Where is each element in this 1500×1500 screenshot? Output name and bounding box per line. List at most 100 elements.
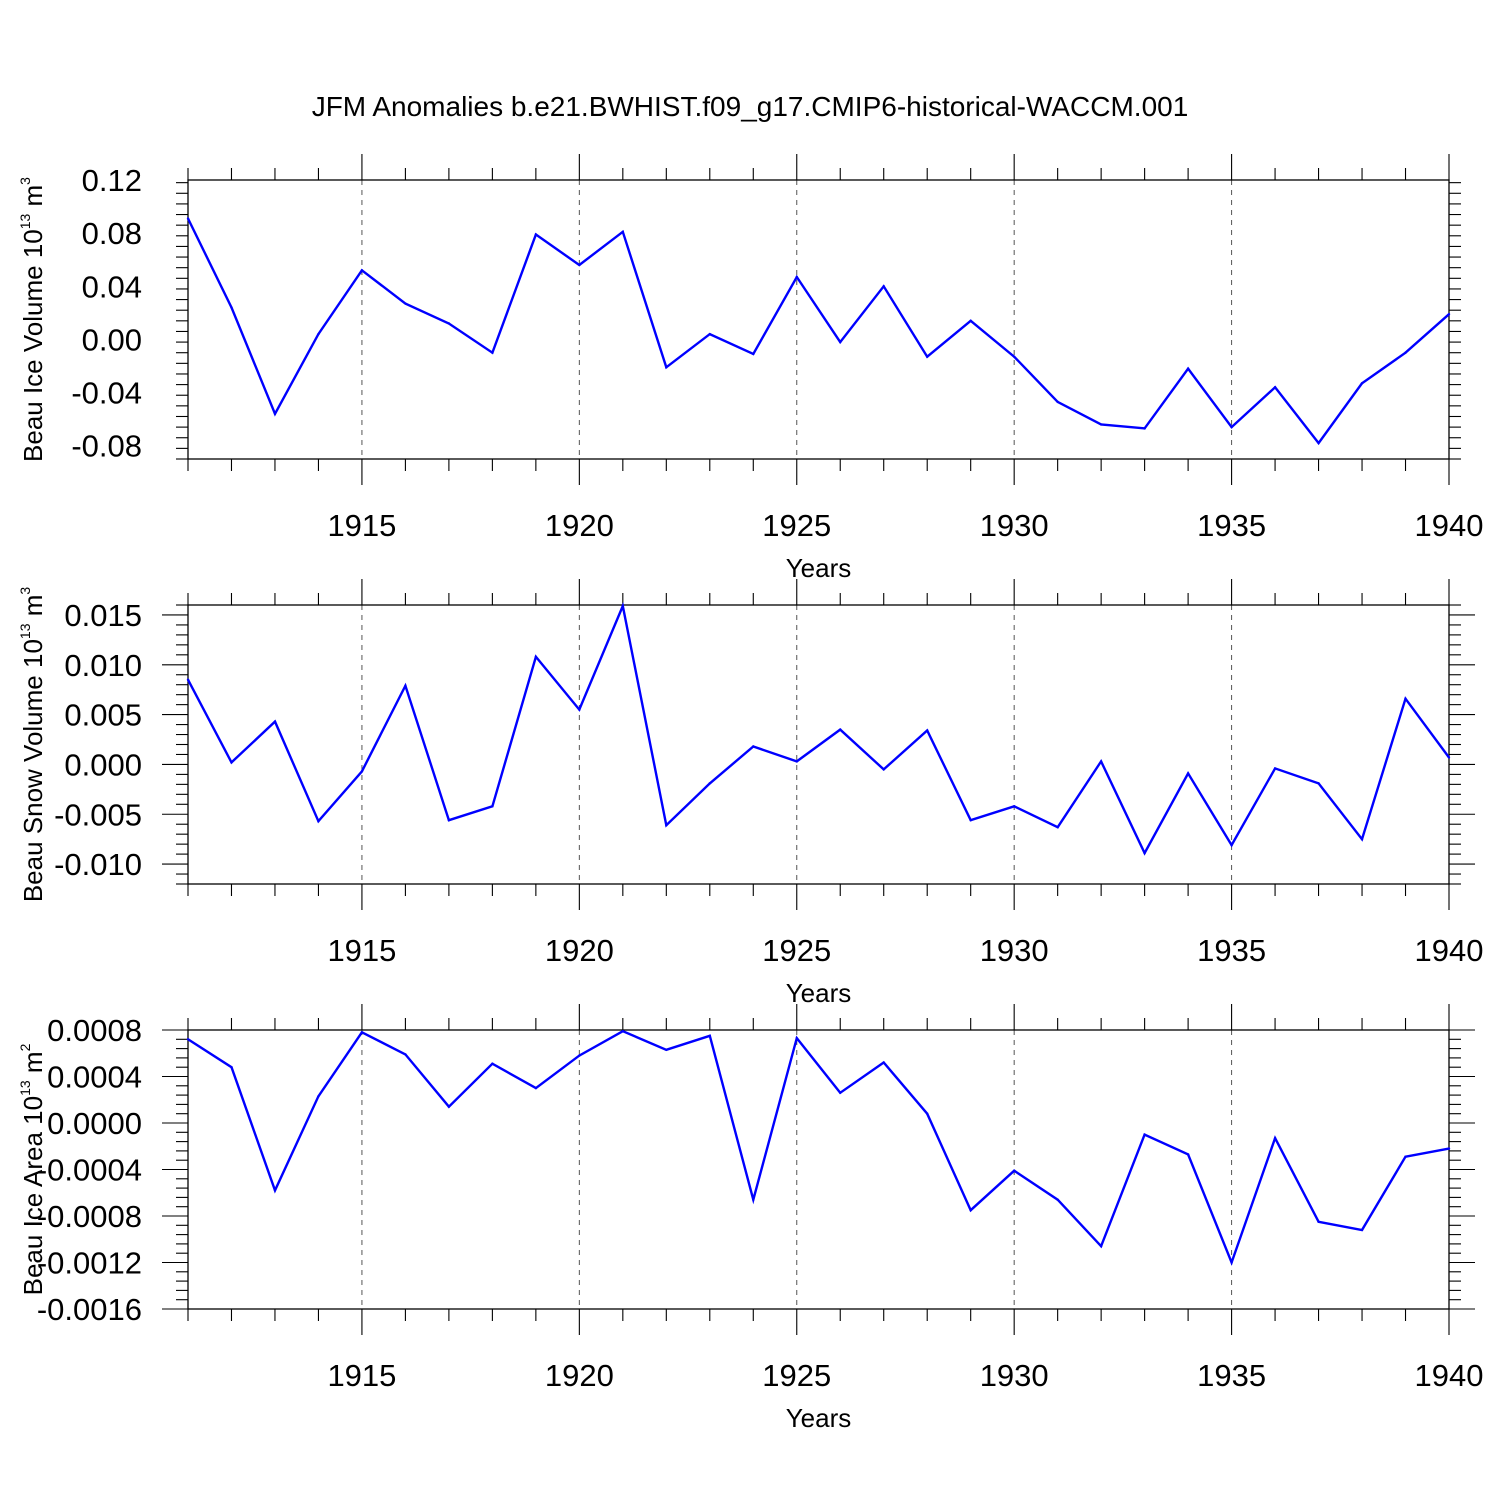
y-tick-label: 0.00 xyxy=(82,322,142,357)
data-point xyxy=(882,1061,885,1064)
x-tick-label: 1935 xyxy=(1197,1358,1266,1393)
data-point xyxy=(230,1066,233,1069)
data-point xyxy=(186,217,190,220)
y-tick-label: 0.010 xyxy=(64,648,142,683)
data-point xyxy=(230,306,233,309)
y-tick-label: 0.0000 xyxy=(47,1106,142,1141)
data-point xyxy=(1404,697,1407,700)
data-point xyxy=(360,269,364,272)
x-axis-title: Years xyxy=(786,978,852,1008)
y-axis-ticks xyxy=(176,182,1461,460)
data-point xyxy=(1186,772,1190,775)
data-point xyxy=(1317,441,1320,445)
data-point xyxy=(752,745,755,748)
y-axis-title: Beau Ice Area 1013 m2 xyxy=(17,1043,48,1295)
data-point xyxy=(882,768,885,771)
x-tick-label: 1925 xyxy=(762,933,831,968)
data-point xyxy=(665,1048,668,1051)
y-tick-label: 0.000 xyxy=(64,747,142,782)
x-tick-label: 1925 xyxy=(762,508,831,543)
data-point xyxy=(1273,386,1277,389)
plot-frame xyxy=(187,179,1450,460)
y-tick-label: -0.0004 xyxy=(37,1153,142,1188)
chart-panel-2: -0.010 -0.005 0.000 0.005 0.010 0.015 1915 1920… xyxy=(17,579,1483,1008)
data-point xyxy=(1186,367,1190,370)
data-point xyxy=(1360,837,1364,841)
data-point xyxy=(1447,312,1451,316)
data-point xyxy=(230,761,233,764)
x-tick-label: 1930 xyxy=(980,508,1049,543)
data-point xyxy=(1317,782,1320,785)
data-point xyxy=(1317,1220,1320,1224)
data-point xyxy=(534,655,538,659)
x-axis-title: Years xyxy=(786,1403,852,1433)
data-point xyxy=(404,1053,407,1056)
data-point xyxy=(317,1095,320,1098)
data-point xyxy=(1056,400,1059,404)
data-point xyxy=(1404,1155,1407,1158)
data-point xyxy=(795,760,798,763)
data-point xyxy=(752,352,755,356)
y-tick-label: -0.005 xyxy=(54,797,142,832)
data-point xyxy=(491,1062,494,1065)
x-tick-label: 1940 xyxy=(1415,933,1484,968)
chart-title: JFM Anomalies b.e21.BWHIST.f09_g17.CMIP6… xyxy=(312,91,1189,122)
y-tick-label: 0.08 xyxy=(82,216,142,251)
data-point xyxy=(534,1086,538,1090)
y-tick-label: 0.04 xyxy=(82,269,142,304)
data-point xyxy=(1230,1261,1233,1264)
data-point xyxy=(926,729,929,732)
data-point xyxy=(360,770,364,773)
data-point xyxy=(578,263,581,267)
y-tick-label: 0.0008 xyxy=(47,1013,142,1048)
data-point xyxy=(969,319,972,323)
x-tick-label: 1935 xyxy=(1197,933,1266,968)
data-point xyxy=(1273,767,1277,770)
data-point xyxy=(1143,427,1146,430)
data-point xyxy=(926,1112,929,1115)
data-point xyxy=(1099,1245,1103,1248)
data-point xyxy=(1056,1198,1059,1201)
data-point xyxy=(1056,826,1059,829)
series-line xyxy=(187,1029,1450,1266)
data-point xyxy=(795,275,798,279)
y-tick-label: 0.005 xyxy=(64,698,142,733)
data-point xyxy=(621,604,625,608)
data-point xyxy=(1273,1136,1277,1140)
data-point xyxy=(969,1208,972,1212)
data-point xyxy=(1012,355,1016,358)
data-point xyxy=(491,805,494,808)
x-tick-label: 1920 xyxy=(545,933,614,968)
data-point xyxy=(404,684,407,687)
data-point xyxy=(447,819,451,822)
y-axis-title: Beau Snow Volume 1013 m3 xyxy=(17,587,48,903)
x-tick-label: 1920 xyxy=(545,508,614,543)
x-tick-label: 1920 xyxy=(545,1358,614,1393)
y-tick-label: -0.0012 xyxy=(37,1246,142,1281)
data-point xyxy=(447,322,451,325)
x-tick-label: 1925 xyxy=(762,1358,831,1393)
y-tick-label: 0.12 xyxy=(82,163,142,198)
data-point xyxy=(1099,423,1103,426)
data-point xyxy=(404,302,407,305)
x-tick-label: 1915 xyxy=(327,508,396,543)
x-axis-title: Years xyxy=(786,553,852,583)
data-point xyxy=(186,678,190,681)
data-point xyxy=(1099,760,1103,763)
data-point xyxy=(273,412,277,416)
data-point xyxy=(839,1091,842,1094)
data-point xyxy=(1230,843,1233,847)
x-axis-ticks xyxy=(187,1004,1450,1335)
data-point xyxy=(1143,851,1146,855)
y-tick-label: -0.010 xyxy=(54,847,142,882)
x-tick-label: 1915 xyxy=(327,933,396,968)
data-point xyxy=(708,332,711,336)
data-point xyxy=(1012,1169,1016,1172)
x-tick-label: 1940 xyxy=(1415,508,1484,543)
data-point xyxy=(621,1029,625,1033)
x-tick-label: 1930 xyxy=(980,1358,1049,1393)
x-axis-ticks xyxy=(187,579,1450,910)
data-point xyxy=(1230,425,1233,429)
data-point xyxy=(926,355,929,358)
